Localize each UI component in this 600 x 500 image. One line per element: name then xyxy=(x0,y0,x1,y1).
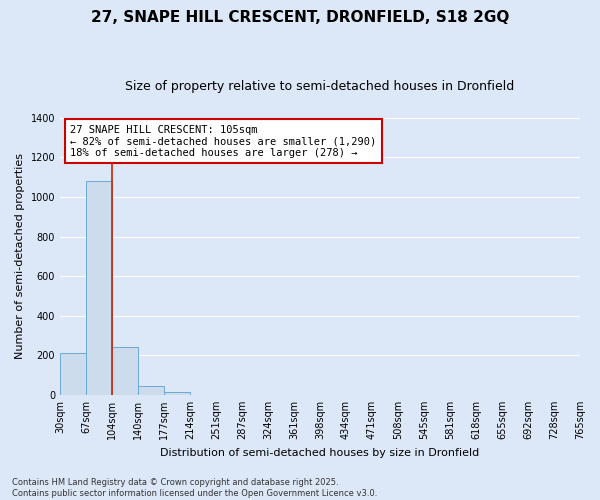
Bar xyxy=(164,392,190,395)
Bar xyxy=(138,386,164,395)
Text: Contains HM Land Registry data © Crown copyright and database right 2025.
Contai: Contains HM Land Registry data © Crown c… xyxy=(12,478,377,498)
Text: 27 SNAPE HILL CRESCENT: 105sqm
← 82% of semi-detached houses are smaller (1,290): 27 SNAPE HILL CRESCENT: 105sqm ← 82% of … xyxy=(70,124,377,158)
X-axis label: Distribution of semi-detached houses by size in Dronfield: Distribution of semi-detached houses by … xyxy=(160,448,479,458)
Title: Size of property relative to semi-detached houses in Dronfield: Size of property relative to semi-detach… xyxy=(125,80,515,93)
Bar xyxy=(86,181,112,395)
Bar xyxy=(112,348,138,395)
Text: 27, SNAPE HILL CRESCENT, DRONFIELD, S18 2GQ: 27, SNAPE HILL CRESCENT, DRONFIELD, S18 … xyxy=(91,10,509,25)
Bar xyxy=(60,354,86,395)
Y-axis label: Number of semi-detached properties: Number of semi-detached properties xyxy=(15,154,25,360)
